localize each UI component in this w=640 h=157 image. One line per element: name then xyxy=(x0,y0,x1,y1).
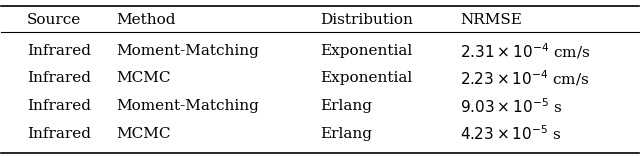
Text: Distribution: Distribution xyxy=(320,13,413,27)
Text: NRMSE: NRMSE xyxy=(460,13,522,27)
Text: Infrared: Infrared xyxy=(27,44,91,58)
Text: Infrared: Infrared xyxy=(27,127,91,141)
Text: Exponential: Exponential xyxy=(320,44,412,58)
Text: Exponential: Exponential xyxy=(320,71,412,86)
Text: Infrared: Infrared xyxy=(27,99,91,113)
Text: Moment-Matching: Moment-Matching xyxy=(116,44,259,58)
Text: $9.03 \times 10^{-5}$ s: $9.03 \times 10^{-5}$ s xyxy=(460,97,563,116)
Text: Erlang: Erlang xyxy=(320,127,372,141)
Text: MCMC: MCMC xyxy=(116,71,171,86)
Text: Erlang: Erlang xyxy=(320,99,372,113)
Text: Moment-Matching: Moment-Matching xyxy=(116,99,259,113)
Text: $2.23 \times 10^{-4}$ cm/s: $2.23 \times 10^{-4}$ cm/s xyxy=(460,69,589,88)
Text: MCMC: MCMC xyxy=(116,127,171,141)
Text: Infrared: Infrared xyxy=(27,71,91,86)
Text: Method: Method xyxy=(116,13,175,27)
Text: $4.23 \times 10^{-5}$ s: $4.23 \times 10^{-5}$ s xyxy=(460,125,561,143)
Text: Source: Source xyxy=(27,13,81,27)
Text: $2.31 \times 10^{-4}$ cm/s: $2.31 \times 10^{-4}$ cm/s xyxy=(460,41,591,61)
